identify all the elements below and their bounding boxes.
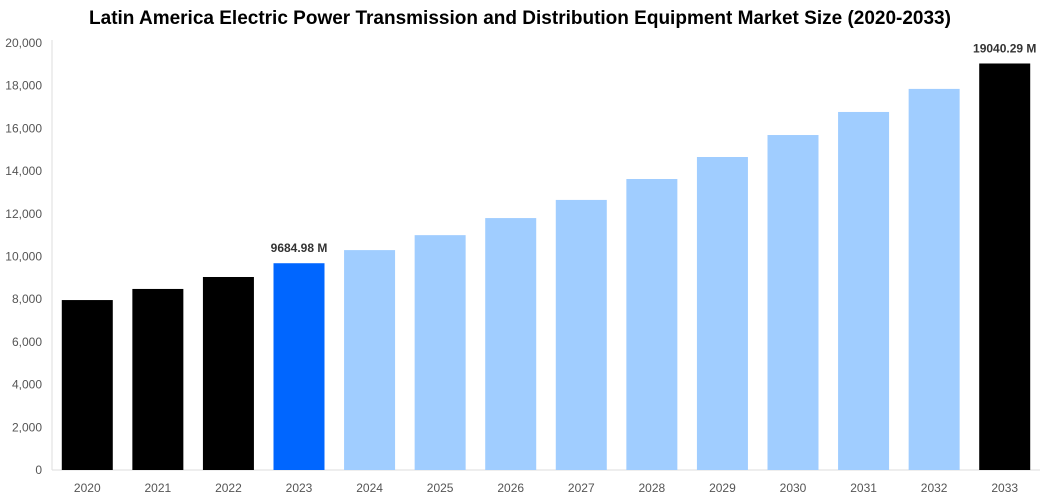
y-tick-label: 20,000 xyxy=(5,36,42,50)
y-tick-label: 18,000 xyxy=(5,79,42,93)
y-tick-label: 4,000 xyxy=(12,378,42,392)
bar-2028 xyxy=(626,178,678,470)
bar-2024 xyxy=(344,250,396,470)
x-tick-label: 2027 xyxy=(568,481,595,495)
bar-2023 xyxy=(273,263,325,470)
y-tick-label: 12,000 xyxy=(5,207,42,221)
x-tick-label: 2024 xyxy=(356,481,383,495)
bar-2022 xyxy=(202,276,254,470)
data-label-2023: 9684.98 M xyxy=(271,241,328,255)
chart-title: Latin America Electric Power Transmissio… xyxy=(89,8,951,29)
y-tick-label: 0 xyxy=(35,463,42,477)
bar-2026 xyxy=(485,218,537,470)
x-tick-label: 2030 xyxy=(780,481,807,495)
bar-2033 xyxy=(979,63,1031,470)
y-tick-label: 10,000 xyxy=(5,250,42,264)
x-tick-label: 2026 xyxy=(497,481,524,495)
bar-2021 xyxy=(132,288,184,470)
x-tick-label: 2025 xyxy=(427,481,454,495)
x-tick-label: 2022 xyxy=(215,481,242,495)
y-tick-label: 6,000 xyxy=(12,335,42,349)
x-tick-label: 2032 xyxy=(921,481,948,495)
y-tick-label: 16,000 xyxy=(5,121,42,135)
data-label-2033: 19040.29 M xyxy=(973,41,1036,55)
bar-2029 xyxy=(696,157,748,470)
bar-2027 xyxy=(555,199,607,471)
bar-2031 xyxy=(838,111,890,470)
x-tick-label: 2021 xyxy=(145,481,172,495)
bar-2020 xyxy=(61,300,113,470)
y-tick-label: 8,000 xyxy=(12,292,42,306)
y-tick-label: 2,000 xyxy=(12,420,42,434)
y-tick-label: 14,000 xyxy=(5,164,42,178)
x-tick-label: 2031 xyxy=(850,481,877,495)
x-tick-label: 2020 xyxy=(74,481,101,495)
bar-2032 xyxy=(908,88,960,470)
x-tick-label: 2028 xyxy=(639,481,666,495)
x-tick-label: 2029 xyxy=(709,481,736,495)
bar-2030 xyxy=(767,135,819,470)
x-tick-label: 2033 xyxy=(991,481,1018,495)
bar-2025 xyxy=(414,235,466,470)
x-tick-label: 2023 xyxy=(286,481,313,495)
